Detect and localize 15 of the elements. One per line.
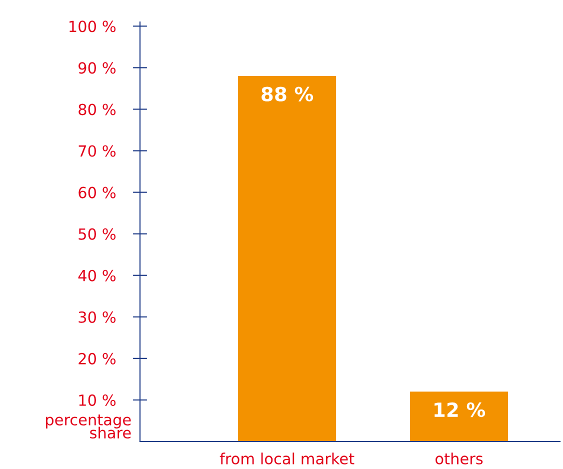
y-tick-label: 80 % [78,104,116,116]
y-tick-label: 60 % [78,186,116,198]
y-tick-label: 100 % [70,20,116,32]
x-tick-label: others [436,452,483,464]
y-tick-label: 70 % [78,145,116,157]
data-label: 88 % [262,86,314,102]
y-tick-label: 90 % [78,62,116,74]
y-tick-label: 10 % [79,394,116,406]
y-tick-label: 30 % [78,311,116,323]
x-tick-label: from local market [220,452,354,464]
y-tick-label: 50 % [78,228,116,240]
y-tick-label: 20 % [78,352,116,364]
y-axis-title: percentage share [46,414,131,439]
data-label: 12 % [434,402,486,418]
y-tick-label: 40 % [78,270,116,282]
